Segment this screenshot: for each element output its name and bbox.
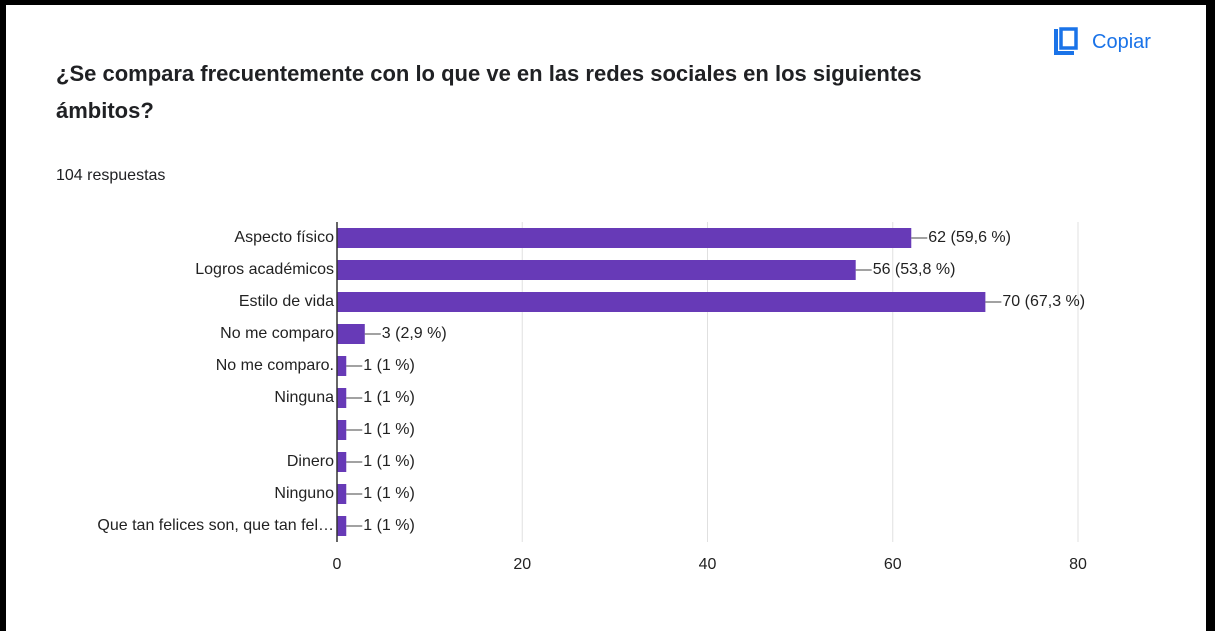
data-label: 1 (1 %) [363, 421, 415, 438]
data-label: 62 (59,6 %) [928, 229, 1011, 246]
y-tick-label: Aspecto físico [234, 229, 334, 246]
data-label: 1 (1 %) [363, 517, 415, 534]
data-label: 1 (1 %) [363, 389, 415, 406]
response-count: 104 respuestas [56, 167, 166, 184]
data-label: 1 (1 %) [363, 453, 415, 470]
copy-icon [1054, 27, 1078, 55]
bar [337, 260, 856, 280]
copy-button[interactable]: Copiar [1052, 27, 1151, 57]
y-tick-label: Dinero [287, 453, 334, 470]
y-tick-label: Estilo de vida [239, 293, 334, 310]
bar [337, 356, 347, 376]
x-tick-label: 60 [884, 556, 902, 573]
y-tick-label: Logros académicos [195, 261, 334, 278]
chart-title: ¿Se compara frecuentemente con lo que ve… [56, 61, 922, 123]
data-label: 56 (53,8 %) [873, 261, 956, 278]
bar [337, 452, 347, 472]
data-label: 70 (67,3 %) [1002, 293, 1085, 310]
bar [337, 228, 912, 248]
x-tick-label: 40 [699, 556, 717, 573]
x-tick-label: 0 [333, 556, 342, 573]
bar [337, 420, 347, 440]
y-tick-label: Que tan felices son, que tan fel… [97, 517, 334, 534]
data-label: 1 (1 %) [363, 485, 415, 502]
bar [337, 292, 986, 312]
copy-label[interactable]: Copiar [1092, 30, 1151, 53]
data-label: 1 (1 %) [363, 357, 415, 374]
x-tick-label: 80 [1069, 556, 1087, 573]
y-tick-label: No me comparo. [216, 357, 334, 374]
x-tick-label: 20 [513, 556, 531, 573]
bar [337, 516, 347, 536]
data-label: 3 (2,9 %) [382, 325, 447, 342]
y-tick-label: Ninguno [274, 485, 334, 502]
y-tick-label: No me comparo [220, 325, 334, 342]
y-tick-label: Ninguna [274, 389, 334, 406]
bar [337, 324, 365, 344]
bar [337, 484, 347, 504]
bar [337, 388, 347, 408]
